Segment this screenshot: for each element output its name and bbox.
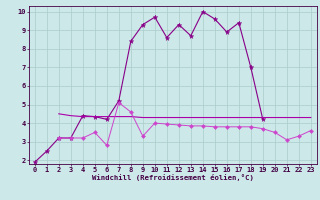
X-axis label: Windchill (Refroidissement éolien,°C): Windchill (Refroidissement éolien,°C) — [92, 174, 254, 181]
